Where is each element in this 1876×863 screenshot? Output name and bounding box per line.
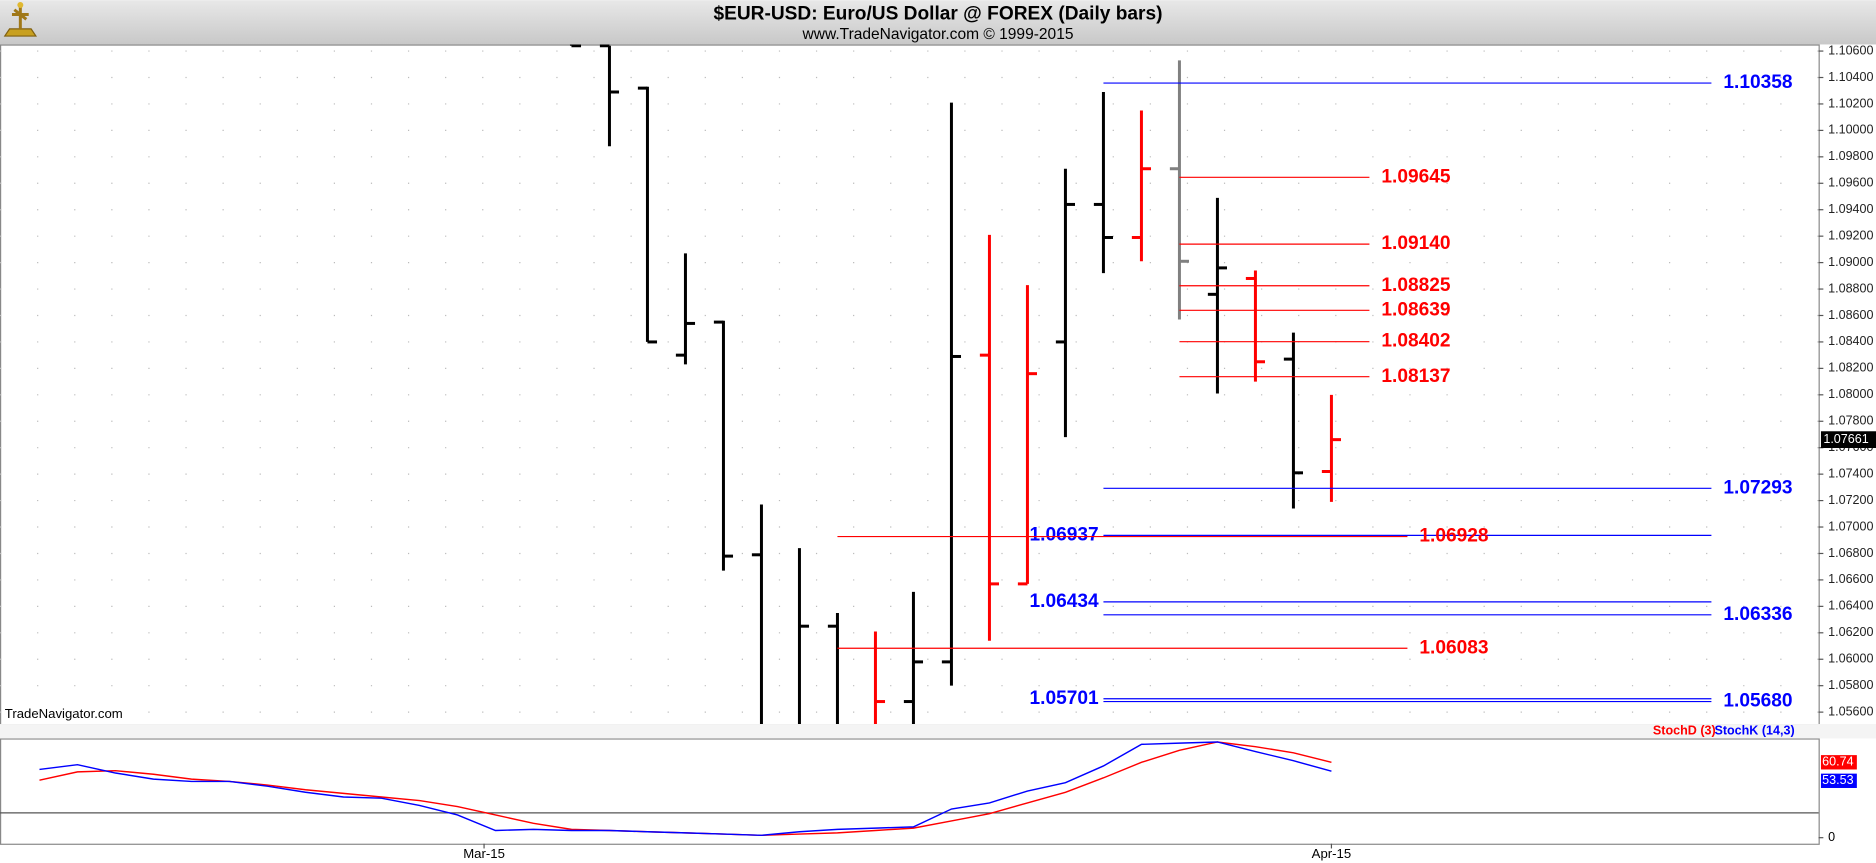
- y-tick-label: 1.05800: [1828, 678, 1873, 692]
- y-tick-label: 1.05600: [1828, 704, 1873, 718]
- y-tick-label: 1.07400: [1828, 466, 1873, 480]
- header-bar: [0, 0, 1876, 45]
- y-tick-label: 1.10400: [1828, 70, 1873, 84]
- y-tick-label: 1.09600: [1828, 176, 1873, 190]
- level-label: 1.09645: [1381, 166, 1450, 187]
- legend-entry: StochK (14,3): [1714, 724, 1794, 738]
- pane-separator: [0, 724, 1876, 739]
- level-label: 1.10358: [1723, 72, 1792, 93]
- level-label: 1.08825: [1381, 275, 1450, 296]
- y-tick-label: 1.08800: [1828, 281, 1873, 295]
- y-tick-label: 1.06600: [1828, 572, 1873, 586]
- logo: [3, 1, 38, 37]
- level-label: 1.05680: [1723, 691, 1792, 712]
- stoch-lines: [39, 741, 1332, 837]
- y-tick-label: 1.08200: [1828, 361, 1873, 375]
- y-tick-label: 1.07200: [1828, 493, 1873, 507]
- y-tick-label: 1.08400: [1828, 334, 1873, 348]
- y-tick-label: 1.07800: [1828, 414, 1873, 428]
- stoch-pane: [0, 738, 1820, 845]
- level-label: 1.08639: [1381, 299, 1450, 320]
- y-tick-label: 1.06000: [1828, 652, 1873, 666]
- chart-title: $EUR-USD: Euro/US Dollar @ FOREX (Daily …: [713, 4, 1162, 25]
- value-box: [1820, 755, 1857, 770]
- level-label: 1.08402: [1381, 331, 1450, 352]
- y-tick-label: 1.09200: [1828, 228, 1873, 242]
- x-tick-label: Apr-15: [1312, 846, 1352, 861]
- value-box: [1820, 773, 1857, 788]
- watermark: TradeNavigator.com: [5, 706, 123, 721]
- x-tick-label: Mar-15: [463, 846, 505, 861]
- y-tick-label: 1.07000: [1828, 519, 1873, 533]
- y-tick-label: 1.09400: [1828, 202, 1873, 216]
- y-tick-label: 1.10600: [1828, 43, 1873, 57]
- y-tick-label: 1.09000: [1828, 255, 1873, 269]
- y-tick-label: 1.06400: [1828, 599, 1873, 613]
- level-label: 1.09140: [1381, 233, 1450, 254]
- level-label: 1.06434: [1030, 591, 1099, 612]
- stoch-line: [39, 741, 1332, 837]
- y-tick-label: 1.08000: [1828, 387, 1873, 401]
- value-box-label: 60.74: [1822, 755, 1853, 769]
- y-tick-label: 1.10000: [1828, 123, 1873, 137]
- level-label: 1.07293: [1723, 477, 1792, 498]
- level-label: 1.05701: [1030, 688, 1099, 709]
- level-label: 1.06928: [1419, 526, 1488, 547]
- level-label: 1.06937: [1030, 524, 1099, 545]
- level-label: 1.08137: [1381, 366, 1450, 387]
- y-tick-label: 0: [1828, 830, 1835, 844]
- level-label: 1.06083: [1419, 637, 1488, 658]
- level-label: 1.06336: [1723, 604, 1792, 625]
- y-tick-label: 1.06200: [1828, 625, 1873, 639]
- value-box-label: 53.53: [1822, 773, 1853, 787]
- last-price-label: 1.07661: [1823, 432, 1868, 446]
- last-price-box: [1820, 431, 1876, 449]
- y-tick-label: 1.10200: [1828, 96, 1873, 110]
- legend-entry: StochD (3): [1653, 724, 1716, 738]
- price-bars: [569, 44, 1342, 725]
- subtitle: www.TradeNavigator.com © 1999-2015: [802, 26, 1074, 43]
- y-tick-label: 1.08600: [1828, 308, 1873, 322]
- y-tick-label: 1.09800: [1828, 149, 1873, 163]
- y-tick-label: 1.06800: [1828, 546, 1873, 560]
